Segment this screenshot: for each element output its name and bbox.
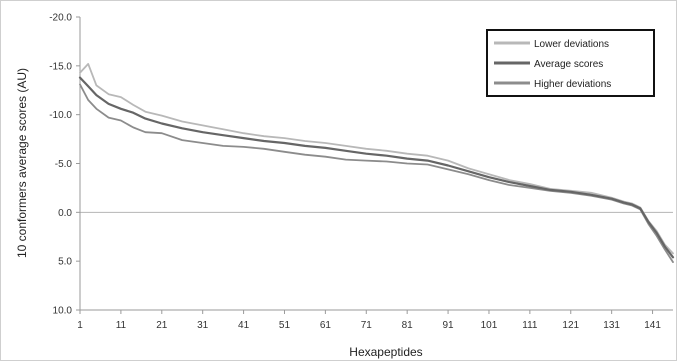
y-tick-label: 10.0 — [53, 306, 73, 317]
x-tick-label: 11 — [116, 320, 127, 331]
y-tick-label: -15.0 — [49, 61, 72, 72]
legend-label-average-scores: Average scores — [534, 59, 603, 70]
x-tick-label: 81 — [402, 320, 414, 331]
legend: Lower deviations Average scores Higher d… — [486, 29, 655, 97]
series-layer — [78, 63, 675, 264]
x-tick-label: 91 — [443, 320, 455, 331]
x-axis-title: Hexapeptides — [349, 345, 422, 359]
y-tick-label: 5.0 — [58, 257, 72, 268]
x-tick-label: 51 — [279, 320, 291, 331]
y-axis-title: 10 conformers average scores (AU) — [15, 68, 29, 258]
y-tick-label: -20.0 — [49, 13, 72, 24]
x-tick-label: 61 — [320, 320, 332, 331]
x-tick-label: 71 — [361, 320, 373, 331]
x-tick-label: 21 — [156, 320, 168, 331]
y-tick-label: -5.0 — [55, 159, 73, 170]
x-tick-label: 141 — [644, 320, 661, 331]
y-tick-label: 0.0 — [58, 208, 72, 219]
x-tick-label: 121 — [562, 320, 579, 331]
x-tick-label: 131 — [603, 320, 620, 331]
x-tick-label: 111 — [522, 320, 538, 331]
x-ticks: 1 11 21 31 41 51 61 71 81 91 101 111 121 131 141 — [77, 310, 661, 331]
x-tick-label: 1 — [77, 320, 83, 331]
x-tick-label: 31 — [197, 320, 209, 331]
y-ticks: -20.0 -15.0 -10.0 -5.0 0.0 5.0 10.0 — [49, 13, 80, 317]
y-tick-label: -10.0 — [49, 110, 72, 121]
series-line-average-scores — [78, 76, 675, 259]
x-tick-label: 41 — [238, 320, 250, 331]
legend-label-higher-deviations: Higher deviations — [534, 79, 611, 90]
x-tick-label: 101 — [481, 320, 498, 331]
legend-label-lower-deviations: Lower deviations — [534, 39, 609, 50]
